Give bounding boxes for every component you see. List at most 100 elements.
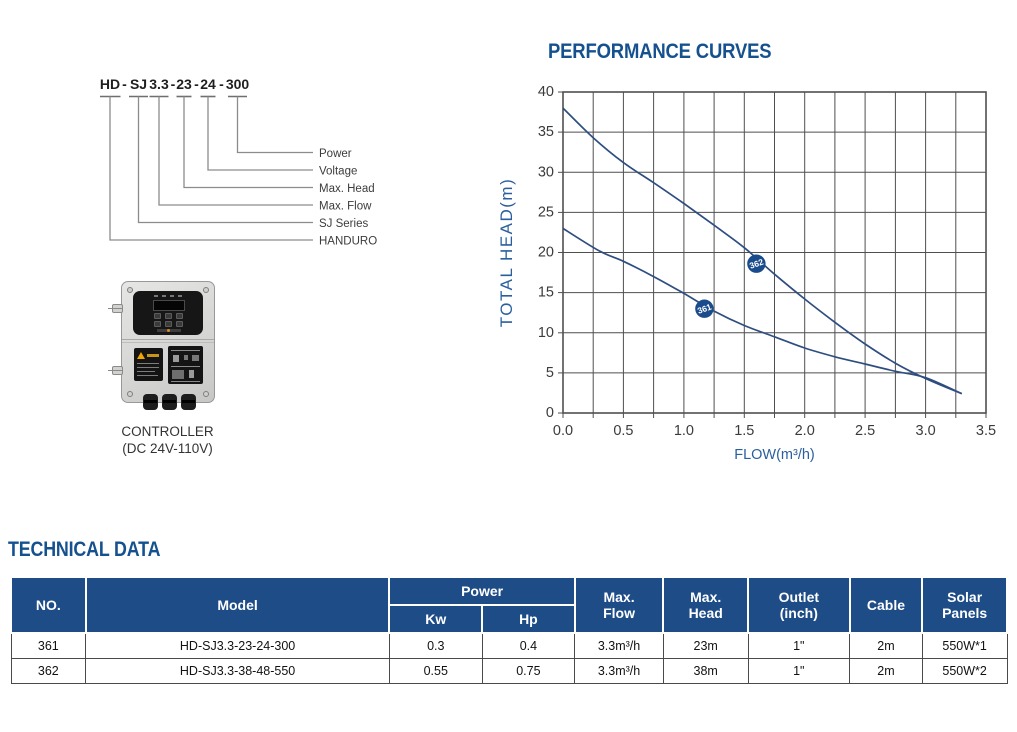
table-row: 362 HD-SJ3.3-38-48-550 0.55 0.75 3.3m³/h 38m 1…	[10, 658, 1008, 684]
table-cell: 362	[10, 658, 87, 684]
model-code-segment: SJ	[130, 76, 147, 92]
technical-data-title: TECHNICAL DATA	[8, 538, 161, 561]
model-code-segment: 300	[226, 76, 250, 92]
col-header-hp: Hp	[481, 604, 576, 634]
curve-badge-362: 362	[747, 254, 766, 273]
label-text-line	[137, 367, 159, 368]
screw-icon	[203, 287, 209, 293]
table-cell: 2m	[849, 658, 923, 684]
table-cell: 2m	[849, 632, 923, 659]
label-text-line	[137, 371, 155, 372]
controller-button	[154, 313, 161, 319]
model-code-segment: 24	[200, 76, 216, 92]
curve-361	[562, 227, 963, 395]
table-cell: HD-SJ3.3-23-24-300	[85, 632, 390, 659]
enclosure-seam	[122, 339, 214, 343]
controller-illustration	[108, 281, 215, 410]
curve-362	[562, 107, 963, 395]
x-tick-label: 2.0	[795, 423, 815, 439]
y-tick-label: 10	[538, 325, 554, 341]
controller-caption: CONTROLLER (DC 24V-110V)	[100, 424, 235, 458]
table-cell: 0.3	[388, 632, 483, 659]
curve-badge-361: 361	[695, 299, 714, 318]
x-tick-label: 3.0	[916, 423, 936, 439]
controller-display-panel	[133, 291, 203, 335]
controller-button	[154, 321, 161, 327]
table-cell: 1"	[747, 632, 851, 659]
screw-icon	[203, 391, 209, 397]
controller-button	[165, 313, 172, 319]
table-cell: 0.75	[481, 658, 576, 684]
col-header-cable: Cable	[848, 576, 924, 634]
cable-gland	[162, 394, 177, 410]
y-tick-label: 35	[538, 124, 554, 140]
label-text-line	[137, 375, 158, 376]
indicator-icons	[154, 295, 184, 297]
screw-icon	[127, 391, 133, 397]
controller-button	[165, 321, 172, 327]
table-cell: 361	[10, 632, 87, 659]
mounting-bracket	[108, 304, 123, 313]
warning-word	[147, 354, 159, 357]
model-number-key-diagram: HD - SJ 3.3 - 23 - 24 - 300 Power Voltag…	[100, 76, 377, 248]
model-key-label-max-head: Max. Head	[319, 183, 375, 195]
table-cell: 23m	[662, 632, 749, 659]
y-tick-label: 5	[546, 365, 554, 381]
table-cell: 550W*1	[921, 632, 1008, 659]
controller-caption-line1: CONTROLLER	[121, 424, 214, 439]
model-key-label-handuro: HANDURO	[319, 236, 377, 248]
table-cell: 0.4	[481, 632, 576, 659]
col-header-outlet: Outlet (inch)	[747, 576, 851, 634]
performance-curves-title: PERFORMANCE CURVES	[548, 40, 772, 63]
y-tick-label: 15	[538, 285, 554, 301]
model-key-label-sj-series: SJ Series	[319, 218, 368, 230]
col-header-no: NO.	[10, 576, 87, 634]
screw-icon	[127, 287, 133, 293]
x-tick-label: 3.5	[976, 423, 996, 439]
y-tick-label: 20	[538, 245, 554, 261]
model-code-separator: -	[194, 76, 199, 92]
model-code-segment: 23	[176, 76, 192, 92]
table-row: 361 HD-SJ3.3-23-24-300 0.3 0.4 3.3m³/h 23m 1" 2…	[10, 632, 1008, 659]
brand-mark	[157, 329, 181, 332]
col-header-solar: Solar Panels	[921, 576, 1008, 634]
performance-chart: 0.0 0.5 1.0 1.5 2.0 2.5 3.0 3.5 0 5 10 15 20 25 30 35 40…	[497, 84, 996, 463]
cable-gland	[181, 394, 196, 410]
controller-screen	[153, 300, 185, 311]
label-text-line	[137, 363, 159, 364]
y-tick-label: 30	[538, 164, 554, 180]
table-cell: 3.3m³/h	[574, 658, 664, 684]
model-key-label-max-flow: Max. Flow	[319, 201, 372, 213]
technical-data-table: NO. Model Power Max. Flow Max. Head Outl…	[10, 576, 1008, 684]
x-tick-label: 2.5	[855, 423, 875, 439]
controller-button	[176, 313, 183, 319]
table-cell: 3.3m³/h	[574, 632, 664, 659]
x-axis-title: FLOW(m³/h)	[734, 447, 815, 463]
table-cell: 38m	[662, 658, 749, 684]
x-tick-label: 0.0	[553, 423, 573, 439]
svg-text:361: 361	[696, 301, 713, 315]
x-tick-label: 1.0	[674, 423, 694, 439]
y-tick-label: 0	[546, 405, 554, 421]
model-key-label-voltage: Voltage	[319, 166, 357, 178]
x-tick-label: 0.5	[613, 423, 633, 439]
y-tick-label: 40	[538, 84, 554, 100]
model-code-segment: HD	[100, 76, 120, 92]
col-header-max-head: Max. Head	[662, 576, 750, 634]
table-cell: HD-SJ3.3-38-48-550	[85, 658, 390, 684]
col-header-kw: Kw	[388, 604, 484, 634]
model-code-separator: -	[122, 76, 127, 92]
x-tick-label: 1.5	[734, 423, 754, 439]
col-header-max-flow: Max. Flow	[573, 576, 665, 634]
warning-label	[134, 348, 163, 381]
table-cell: 550W*2	[921, 658, 1008, 684]
table-cell: 0.55	[388, 658, 483, 684]
y-tick-label: 25	[538, 204, 554, 220]
mounting-bracket	[108, 366, 123, 375]
model-code-separator: -	[219, 76, 224, 92]
warning-triangle-icon	[137, 352, 145, 359]
col-header-model: Model	[84, 576, 391, 634]
controller-button	[176, 321, 183, 327]
cable-gland	[143, 394, 158, 410]
